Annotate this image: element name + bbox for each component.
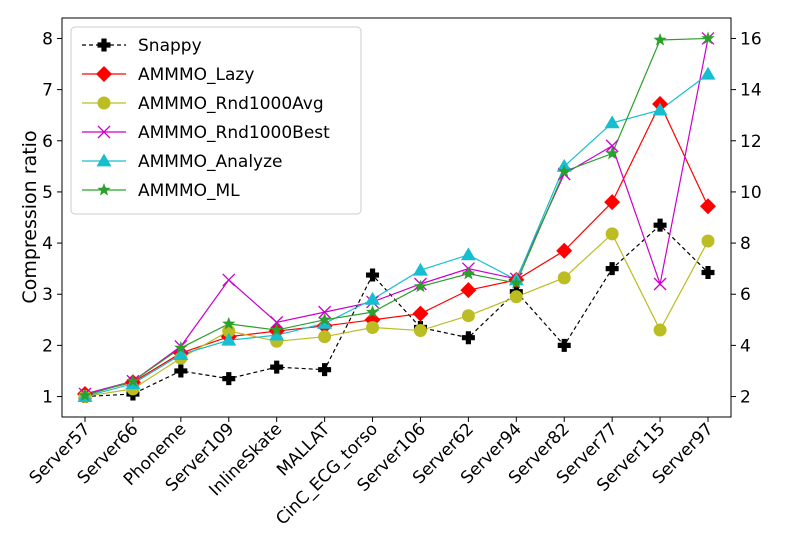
data-point-2-8	[461, 309, 475, 323]
data-point-4-4	[269, 327, 285, 341]
y-tick-label-6: 7	[42, 81, 53, 101]
series-line-0	[84, 224, 709, 398]
data-point-3-3	[222, 273, 236, 287]
y2-tick-label-2: 6	[740, 285, 751, 305]
data-point-2-10	[557, 271, 571, 285]
data-point-0-4	[270, 360, 284, 374]
data-point-1-10	[556, 242, 573, 259]
data-point-2-11	[605, 227, 619, 241]
legend-label-0: Snappy	[138, 36, 202, 56]
series-line-2	[84, 232, 709, 398]
data-point-0-3	[222, 372, 236, 386]
y2-tick-label-0: 2	[740, 388, 751, 408]
data-point-1-7	[412, 305, 429, 322]
data-point-3-5	[318, 305, 332, 319]
data-point-5-3	[222, 316, 236, 330]
legend-box	[70, 26, 362, 215]
legend-marker-4	[96, 153, 112, 167]
y-tick-label-2: 3	[42, 285, 53, 305]
legend-marker-2	[97, 96, 111, 110]
legend-label-5: AMMMO_ML	[138, 181, 240, 201]
data-point-1-11	[604, 194, 621, 211]
data-point-2-13	[701, 234, 715, 248]
data-point-3-11	[605, 139, 619, 153]
data-point-2-5	[318, 330, 332, 344]
plot-frame	[61, 17, 732, 418]
data-point-5-6	[365, 305, 380, 318]
y-tick-label-7: 8	[42, 29, 53, 49]
data-point-4-6	[365, 291, 381, 305]
y2-tick-label-6: 14	[740, 81, 762, 101]
legend-label-2: AMMMO_Rnd1000Avg	[138, 94, 324, 114]
data-point-4-7	[412, 262, 428, 276]
legend-marker-5	[97, 183, 111, 196]
data-point-5-5	[317, 312, 332, 326]
data-point-4-2	[173, 347, 189, 360]
series-line-4	[84, 73, 709, 398]
data-point-5-4	[270, 323, 284, 336]
data-point-0-6	[366, 268, 380, 282]
y-tick-label-5: 6	[42, 132, 53, 152]
data-point-0-5	[318, 363, 332, 377]
data-point-1-13	[700, 198, 716, 215]
data-point-0-10	[557, 338, 571, 352]
y-tick-label-0: 1	[42, 388, 53, 408]
series-line-1	[84, 102, 709, 395]
data-point-5-8	[461, 266, 476, 280]
data-point-5-2	[174, 340, 188, 354]
data-point-5-9	[509, 275, 523, 289]
data-point-3-4	[270, 315, 284, 329]
data-point-5-7	[413, 279, 428, 293]
legend-marker-3	[97, 125, 111, 139]
legend-marker-1	[96, 66, 112, 82]
y2-tick-label-5: 12	[740, 132, 762, 152]
data-point-0-13	[701, 265, 715, 279]
y2-tick-label-4: 10	[740, 183, 762, 203]
data-point-2-12	[653, 323, 667, 337]
y-axis-title: Compression ratio	[19, 130, 41, 303]
data-point-5-1	[126, 374, 140, 387]
legend-label-3: AMMMO_Rnd1000Best	[138, 123, 330, 143]
data-point-4-3	[221, 332, 237, 346]
legend-label-1: AMMMO_Lazy	[138, 65, 254, 85]
data-point-2-7	[413, 324, 427, 338]
legend: Snappy AMMMO_Lazy AMMMO_Rnd1000Avg AMMMO_Rn…	[70, 26, 362, 215]
data-point-5-13	[701, 31, 715, 45]
data-point-0-8	[461, 331, 475, 345]
plot-area	[84, 37, 709, 398]
data-point-1-8	[460, 282, 477, 299]
series-line-3	[84, 38, 709, 395]
data-point-0-12	[653, 218, 667, 232]
data-point-4-11	[604, 115, 620, 129]
data-point-3-12	[653, 277, 667, 291]
data-point-0-2	[174, 364, 188, 378]
data-point-5-11	[605, 146, 619, 160]
data-point-5-10	[557, 164, 571, 178]
data-point-2-9	[509, 290, 523, 304]
y-tick-label-4: 5	[42, 183, 53, 203]
legend-marker-0	[97, 38, 111, 52]
data-point-0-11	[605, 262, 619, 276]
y2-tick-label-7: 16	[740, 29, 762, 49]
data-point-5-0	[78, 388, 92, 402]
series-line-5	[84, 37, 709, 397]
data-point-4-13	[700, 66, 716, 80]
y2-tick-label-3: 8	[740, 234, 751, 254]
plot-markers	[77, 31, 716, 404]
y-tick-label-1: 2	[42, 336, 53, 356]
y2-tick-label-1: 4	[740, 336, 751, 356]
legend-label-4: AMMMO_Analyze	[138, 152, 283, 172]
data-point-4-8	[460, 247, 476, 261]
y-tick-label-3: 4	[42, 234, 53, 254]
data-point-4-12	[652, 102, 668, 116]
data-point-2-6	[366, 320, 380, 334]
data-point-5-12	[653, 33, 667, 46]
